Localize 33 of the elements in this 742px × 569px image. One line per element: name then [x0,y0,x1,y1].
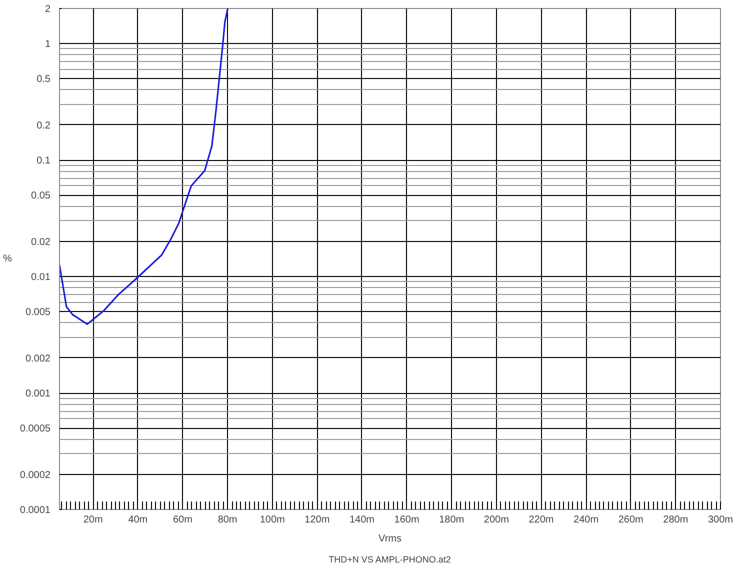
x-tick-label: 100m [260,514,285,526]
x-axis-title: Vrms [378,534,402,544]
y-tick-label: 0.0002 [20,470,51,481]
y-tick-label: 1 [44,39,51,50]
x-tick-label: 120m [304,514,330,526]
y-axis-title: % [3,254,12,264]
y-tick-label: 0.0005 [20,424,51,435]
y-tick-label: 0.02 [31,236,51,248]
x-tick-label: 220m [528,514,554,526]
y-tick-label: 0.1 [36,156,51,167]
y-tick-label: 0.2 [36,120,51,132]
y-tick-label: 0.005 [25,307,51,318]
x-tick-label: 200m [484,514,509,526]
x-tick-label: 80m [218,514,238,526]
y-tick-label: 0.0001 [20,505,51,516]
x-tick-label: 60m [173,514,192,526]
x-tick-label: 240m [574,514,599,526]
x-tick-label: 180m [439,514,464,526]
x-tick-label: 40m [128,514,148,526]
x-tick-label: 300m [708,514,734,526]
text: THD+N VS AMPL-PHONO.at2 [328,554,451,564]
y-tick-label: 2 [44,4,51,15]
x-tick-label: 140m [349,514,374,526]
y-tick-label: 0.05 [31,190,51,202]
line-series [60,8,229,325]
y-tick-label: 0.001 [25,388,51,400]
x-tick-label: 280m [663,514,688,526]
y-tick-label: 0.002 [25,353,51,364]
y-tick-label: 0.01 [31,272,51,284]
x-tick-label: 20m [83,514,103,526]
x-tick-label: 260m [618,514,644,526]
y-tick-label: 0.5 [36,74,51,86]
x-tick-label: 160m [394,514,420,526]
